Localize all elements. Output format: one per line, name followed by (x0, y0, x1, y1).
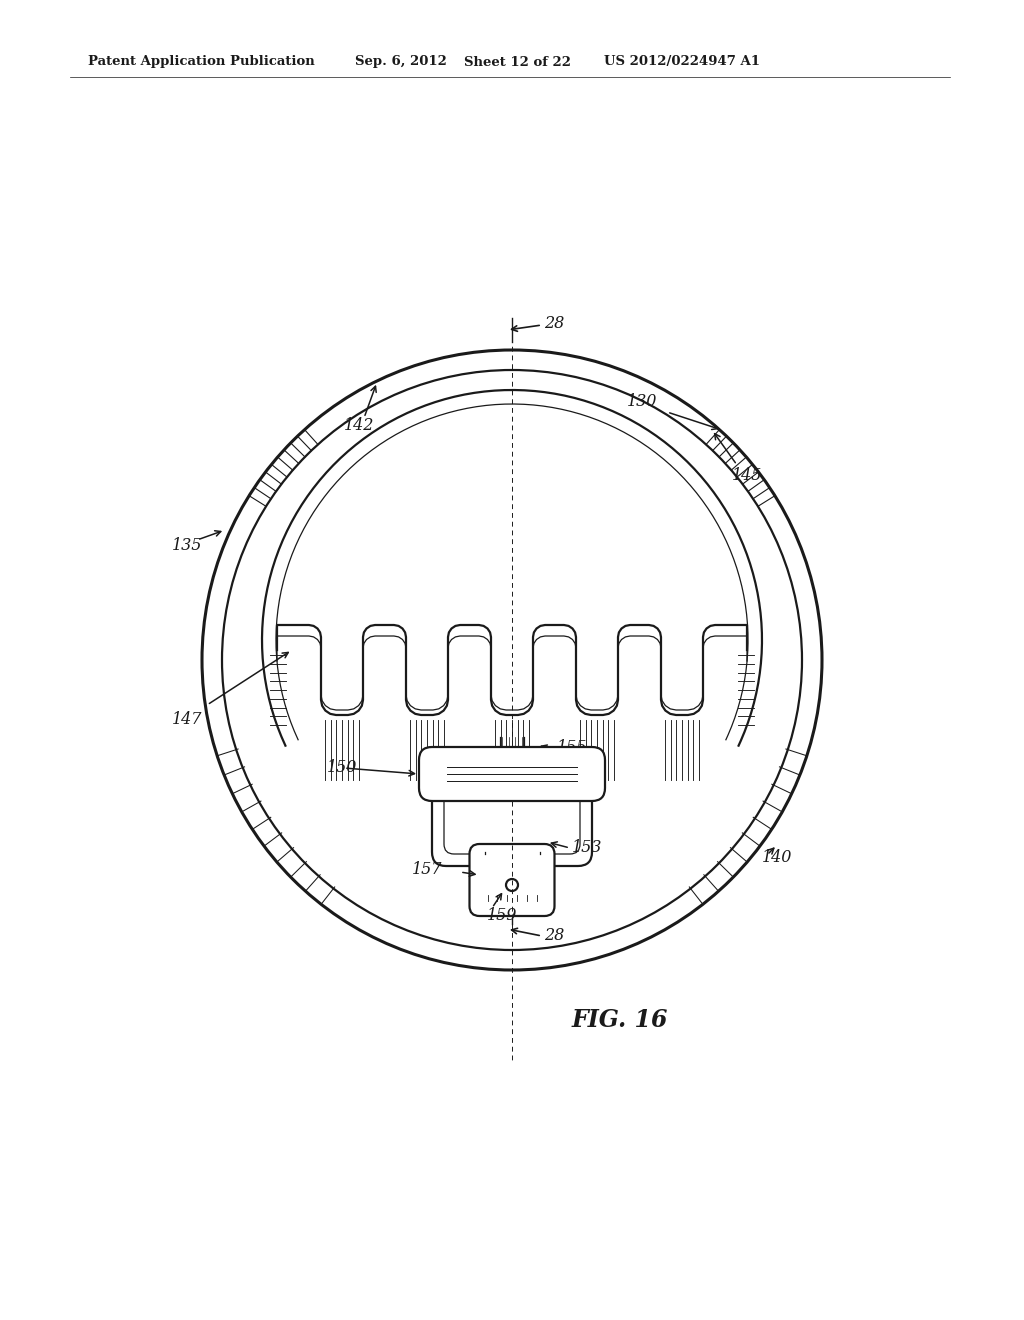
Text: 153: 153 (572, 840, 602, 857)
Text: Patent Application Publication: Patent Application Publication (88, 55, 314, 69)
Text: 142: 142 (344, 417, 375, 433)
Text: 140: 140 (762, 850, 793, 866)
Text: 157: 157 (412, 862, 442, 879)
Text: 150: 150 (327, 759, 357, 776)
Text: 130: 130 (627, 393, 657, 411)
Text: 28: 28 (544, 314, 564, 331)
Text: 159: 159 (487, 907, 517, 924)
FancyBboxPatch shape (469, 843, 555, 916)
Text: US 2012/0224947 A1: US 2012/0224947 A1 (604, 55, 760, 69)
Text: FIG. 16: FIG. 16 (572, 1008, 669, 1032)
Text: 147: 147 (172, 711, 203, 729)
Text: 145: 145 (732, 466, 763, 483)
Text: 155: 155 (557, 739, 588, 756)
Text: Sheet 12 of 22: Sheet 12 of 22 (464, 55, 571, 69)
Text: 28: 28 (544, 928, 564, 945)
FancyBboxPatch shape (419, 747, 605, 801)
Text: 135: 135 (172, 536, 203, 553)
Text: Sep. 6, 2012: Sep. 6, 2012 (355, 55, 446, 69)
